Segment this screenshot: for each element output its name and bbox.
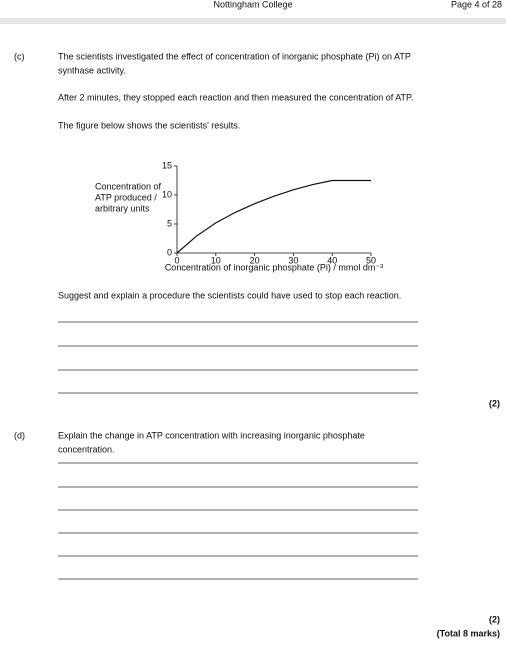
header-page: Page 4 of 28 bbox=[451, 0, 502, 9]
answer-lines bbox=[58, 462, 418, 580]
y-tick-label: 15 bbox=[162, 160, 172, 170]
y-tick-label: 10 bbox=[162, 189, 172, 199]
answer-lines bbox=[58, 321, 418, 394]
x-tick-label: 20 bbox=[250, 255, 260, 265]
paragraph: Explain the change in ATP concentration … bbox=[58, 430, 365, 440]
y-tick-label: 5 bbox=[167, 218, 172, 228]
total-marks: (Total 8 marks) bbox=[437, 628, 500, 638]
paragraph: After 2 minutes, they stopped each react… bbox=[58, 92, 413, 102]
paragraph: The scientists investigated the effect o… bbox=[58, 51, 411, 61]
paragraph: synthase activity. bbox=[58, 65, 126, 75]
marks: (2) bbox=[489, 614, 500, 624]
x-tick-label: 40 bbox=[327, 255, 337, 265]
y-axis-label: Concentration of bbox=[95, 181, 162, 191]
part-label: (c) bbox=[14, 51, 25, 61]
y-axis-label: ATP produced / bbox=[95, 192, 157, 202]
x-tick-label: 0 bbox=[174, 255, 179, 265]
header-band bbox=[0, 18, 506, 24]
x-tick-label: 50 bbox=[366, 255, 376, 265]
paragraph: The figure below shows the scientists' r… bbox=[58, 120, 240, 130]
y-tick-label: 0 bbox=[167, 247, 172, 257]
x-tick-label: 30 bbox=[288, 255, 298, 265]
data-line bbox=[176, 179, 371, 254]
x-tick-label: 10 bbox=[211, 255, 221, 265]
paragraph: concentration. bbox=[58, 444, 115, 454]
part-label: (d) bbox=[14, 430, 25, 440]
header-title: Nottingham College bbox=[213, 0, 292, 9]
y-axis-label: arbitrary units bbox=[95, 203, 150, 213]
x-axis-label: Concentration of inorganic phosphate (Pi… bbox=[165, 262, 383, 272]
marks: (2) bbox=[489, 398, 500, 408]
question: Suggest and explain a procedure the scie… bbox=[58, 290, 401, 300]
